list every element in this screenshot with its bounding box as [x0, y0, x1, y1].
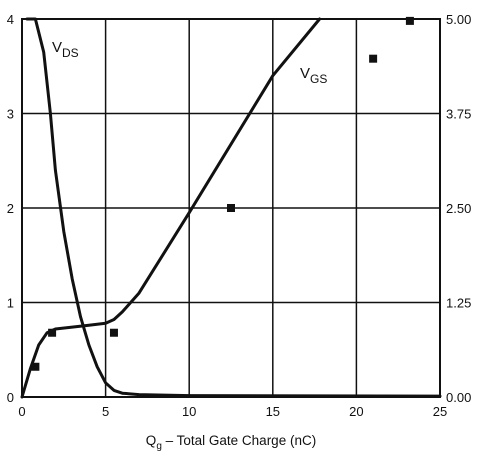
x-tick-label: 25 — [433, 404, 447, 419]
data-marker — [109, 328, 118, 337]
y-left-tick-label: 2 — [7, 201, 14, 216]
x-tick-labels: 0 5 10 15 20 25 — [18, 404, 447, 419]
data-marker — [369, 54, 378, 63]
y-left-tick-label: 0 — [7, 390, 14, 405]
y-left-tick-label: 3 — [7, 107, 14, 122]
y-left-tick-labels: 0 1 2 3 4 — [7, 12, 14, 405]
data-markers — [31, 16, 414, 371]
x-tick-label: 15 — [266, 404, 280, 419]
series-line-vgs — [20, 17, 322, 399]
data-marker — [48, 328, 57, 337]
series-lines — [20, 17, 442, 399]
x-tick-label: 5 — [102, 404, 109, 419]
y-right-tick-label: 5.00 — [446, 12, 471, 27]
series-label-vds: VDS — [52, 39, 79, 60]
x-tick-label: 20 — [349, 404, 363, 419]
y-left-tick-label: 1 — [7, 296, 14, 311]
y-right-tick-label: 3.75 — [446, 107, 471, 122]
series-label-vgs: VGS — [300, 65, 327, 86]
data-marker — [31, 362, 40, 371]
y-right-tick-label: 0.00 — [446, 390, 471, 405]
x-tick-label: 0 — [18, 404, 25, 419]
y-right-tick-label: 2.50 — [446, 201, 471, 216]
series-line-vds — [25, 17, 442, 398]
x-axis-label: Qg – Total Gate Charge (nC) — [146, 433, 316, 452]
y-left-tick-label: 4 — [7, 12, 14, 27]
data-marker — [405, 16, 414, 25]
x-tick-label: 10 — [182, 404, 196, 419]
y-right-tick-labels: 0.00 1.25 2.50 3.75 5.00 — [446, 12, 471, 405]
y-right-tick-label: 1.25 — [446, 296, 471, 311]
series-labels: VDS VGS — [52, 39, 327, 86]
data-marker — [227, 204, 235, 212]
